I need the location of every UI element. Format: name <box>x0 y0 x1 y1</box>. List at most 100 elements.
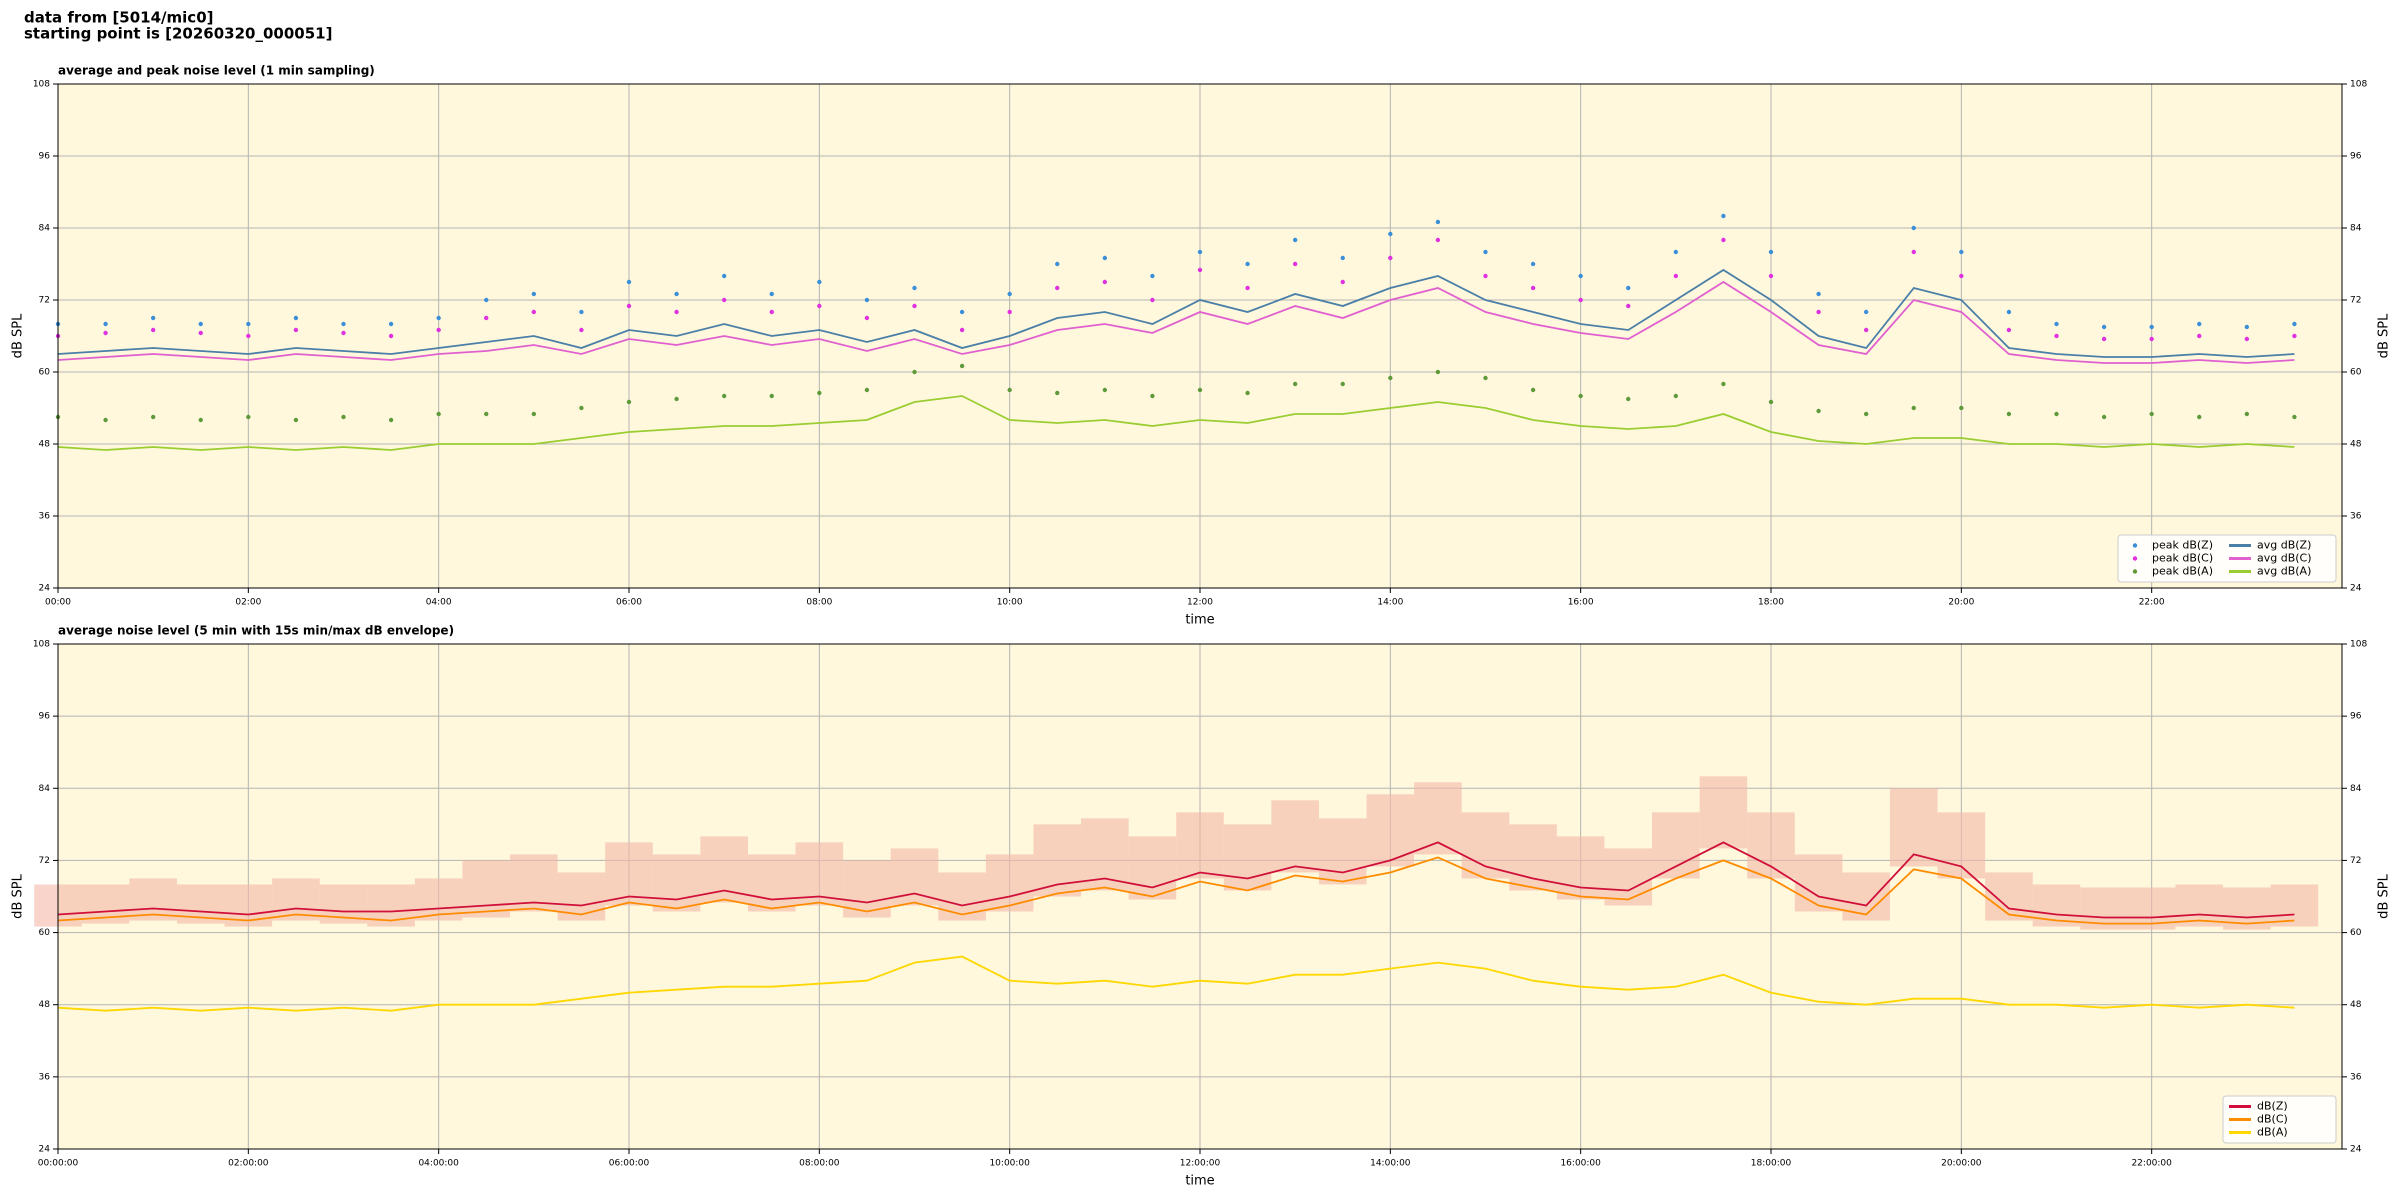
y2-tick-label: 36 <box>2350 1072 2362 1082</box>
data-point <box>1483 249 1488 255</box>
data-point <box>1388 375 1393 381</box>
series-line <box>57 856 2295 925</box>
y-tick-label: 72 <box>39 856 50 866</box>
data-point <box>1197 267 1203 273</box>
data-point <box>2006 411 2012 417</box>
x-tick-label: 14:00:00 <box>1370 1159 1411 1169</box>
y-axis-label: dB SPL <box>11 873 26 918</box>
data-point <box>1007 291 1012 297</box>
data-point <box>436 411 441 417</box>
y-tick-label: 84 <box>39 784 51 794</box>
y-tick-label: 60 <box>39 928 51 938</box>
data-point <box>1768 399 1774 405</box>
envelope <box>1461 812 1510 879</box>
y2-tick-label: 72 <box>2350 296 2361 306</box>
y-tick-label: 72 <box>39 296 50 306</box>
data-point <box>1102 255 1108 261</box>
data-point <box>1435 219 1441 225</box>
data-point <box>484 411 489 417</box>
y2-tick-label: 24 <box>2350 584 2362 594</box>
data-point <box>1673 249 1679 255</box>
data-point <box>531 411 537 417</box>
data-point <box>626 303 632 309</box>
data-point <box>1292 381 1298 387</box>
envelope <box>1223 824 1272 891</box>
data-point <box>1578 297 1583 303</box>
legend-label: dB(C) <box>2257 1113 2288 1126</box>
data-point <box>1245 285 1250 291</box>
data-point <box>674 396 679 402</box>
data-point <box>2244 411 2250 417</box>
envelope <box>1604 848 1653 906</box>
data-point <box>1483 375 1488 381</box>
data-point <box>674 309 679 315</box>
data-point <box>293 327 299 333</box>
y-tick-label: 96 <box>39 152 51 162</box>
envelope <box>557 872 606 921</box>
data-point <box>1055 285 1060 291</box>
data-point <box>1102 279 1108 285</box>
legend-label: peak dB(C) <box>2152 552 2213 565</box>
y-tick-label: 24 <box>39 1145 51 1155</box>
x-tick-label: 18:00:00 <box>1751 1159 1792 1169</box>
data-point <box>103 330 108 336</box>
x-tick-label: 02:00:00 <box>228 1159 269 1169</box>
data-point <box>1055 390 1060 396</box>
data-point <box>150 414 156 420</box>
data-point <box>1388 255 1393 261</box>
x-axis-label: time <box>1185 613 1214 628</box>
data-point <box>531 291 537 297</box>
y2-tick-label: 84 <box>2350 784 2362 794</box>
envelope <box>272 878 320 921</box>
envelope <box>2270 884 2319 927</box>
data-point <box>531 309 537 315</box>
series-line <box>57 395 2295 451</box>
y2-tick-label: 96 <box>2350 152 2362 162</box>
data-point <box>1197 387 1203 393</box>
legend-label: avg dB(Z) <box>2257 539 2311 552</box>
data-point <box>246 321 251 327</box>
data-point <box>341 414 346 420</box>
data-point <box>2101 336 2107 342</box>
y2-tick-label: 48 <box>2350 1000 2362 1010</box>
data-point <box>293 417 299 423</box>
legend-marker <box>2132 556 2138 561</box>
data-point <box>2149 324 2154 330</box>
data-point <box>1197 249 1203 255</box>
data-point <box>198 330 203 336</box>
data-point <box>2197 333 2202 339</box>
envelope <box>2175 884 2224 927</box>
x-tick-label: 08:00 <box>806 598 832 608</box>
legend-label: dB(A) <box>2257 1126 2288 1139</box>
data-point <box>1911 405 1916 411</box>
data-point <box>1388 231 1393 237</box>
x-tick-label: 12:00:00 <box>1180 1159 1221 1169</box>
data-point <box>626 399 632 405</box>
x-tick-label: 08:00:00 <box>799 1159 840 1169</box>
data-point <box>1626 396 1631 402</box>
data-point <box>1435 369 1441 375</box>
legend-label: peak dB(A) <box>2152 565 2213 578</box>
data-point <box>293 315 299 321</box>
data-point <box>1816 408 1821 414</box>
data-point <box>912 303 917 309</box>
data-point <box>817 390 822 396</box>
data-point <box>912 369 917 375</box>
data-point <box>864 315 870 321</box>
data-point <box>1007 309 1012 315</box>
envelope <box>1318 818 1367 885</box>
y-tick-label: 36 <box>39 1072 51 1082</box>
data-point <box>1530 261 1536 267</box>
y-tick-label: 48 <box>39 1000 51 1010</box>
data-point <box>1863 327 1869 333</box>
x-tick-label: 04:00 <box>426 598 452 608</box>
legend-label: dB(Z) <box>2257 1100 2288 1113</box>
data-point <box>579 405 584 411</box>
data-point <box>2101 414 2107 420</box>
x-tick-label: 22:00:00 <box>2131 1159 2172 1169</box>
legend-box <box>2222 1095 2337 1144</box>
envelope <box>1699 776 1748 849</box>
data-point <box>1530 285 1536 291</box>
data-point <box>864 387 870 393</box>
